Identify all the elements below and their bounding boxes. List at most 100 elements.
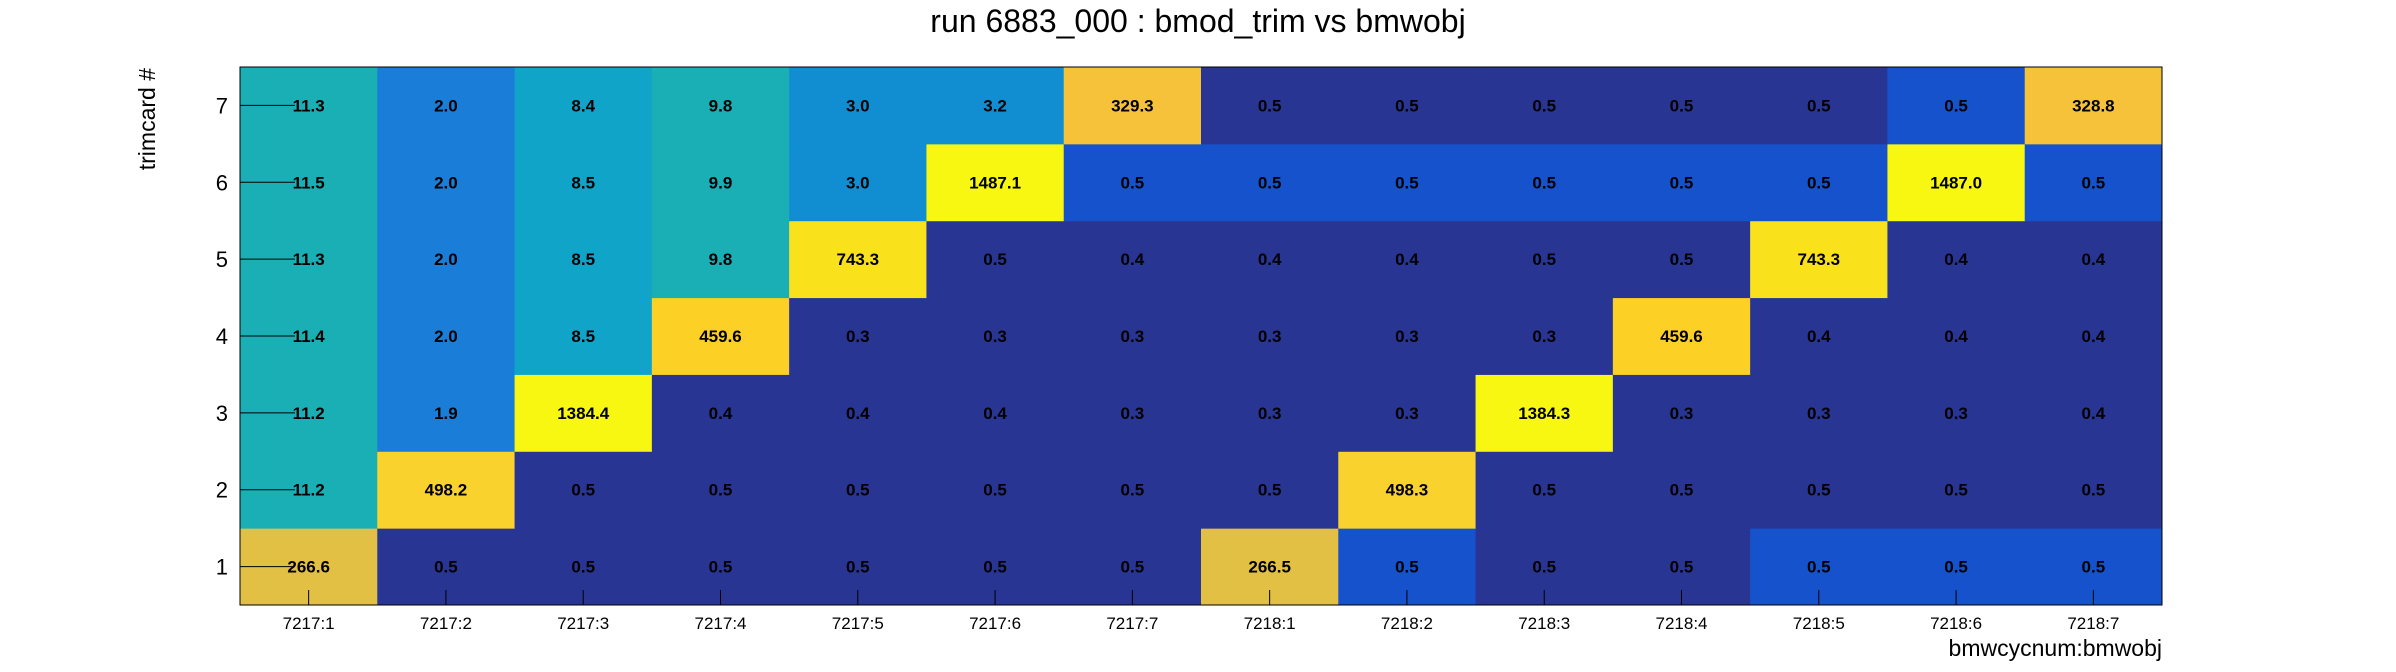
heatmap-cell: [514, 374, 653, 452]
x-tick-label: 7217:5: [832, 614, 884, 633]
cell-value-label: 459.6: [1660, 327, 1703, 346]
heatmap-cell: [377, 143, 516, 222]
cell-value-label: 0.4: [846, 404, 870, 423]
heatmap-cell: [1475, 297, 1614, 375]
cell-value-label: 0.5: [1944, 558, 1968, 577]
cell-value-label: 0.4: [1258, 250, 1282, 269]
heatmap-cell: [651, 143, 790, 222]
cell-value-label: 0.3: [1121, 404, 1145, 423]
heatmap-cell: [926, 220, 1065, 299]
cell-value-label: 0.3: [1121, 327, 1145, 346]
heatmap-cell: [1475, 67, 1614, 145]
heatmap-cell: [1063, 67, 1202, 145]
cell-value-label: 0.4: [1944, 250, 1968, 269]
heatmap-cell: [651, 374, 790, 452]
x-tick-label: 7217:3: [557, 614, 609, 633]
y-tick-label: 5: [216, 247, 228, 272]
cell-value-label: 266.5: [1248, 558, 1291, 577]
heatmap-cell: [2024, 143, 2163, 222]
heatmap-cell: [1750, 67, 1888, 145]
heatmap-cell: [1063, 143, 1202, 222]
heatmap-cell: [2024, 451, 2163, 529]
cell-value-label: 0.4: [709, 404, 733, 423]
cell-value-label: 0.5: [434, 558, 458, 577]
heatmap-cell: [1063, 297, 1202, 375]
heatmap-cell: [789, 297, 927, 375]
heatmap-cell: [1063, 220, 1202, 299]
heatmap-cell: [1750, 451, 1888, 529]
heatmap-cell: [2024, 67, 2163, 145]
heatmap-cell: [926, 143, 1065, 222]
heatmap-cell: [2024, 297, 2163, 375]
heatmap-cell: [377, 451, 516, 529]
cell-value-label: 0.3: [983, 327, 1007, 346]
cell-value-label: 0.5: [1807, 173, 1831, 192]
heatmap-cell: [1338, 451, 1477, 529]
heatmap-cell: [514, 67, 653, 145]
heatmap-cell: [1887, 143, 2026, 222]
x-tick-label: 7218:6: [1930, 614, 1982, 633]
cell-value-label: 0.3: [1395, 404, 1419, 423]
x-axis-title: bmwcycnum:bmwobj: [1949, 635, 2162, 661]
cell-value-label: 0.4: [2082, 250, 2106, 269]
heatmap-cell: [1887, 451, 2026, 529]
cell-value-label: 0.4: [1395, 250, 1419, 269]
heatmap-cell: [1201, 67, 1339, 145]
cell-value-label: 0.4: [2082, 327, 2106, 346]
heatmap-cell: [514, 143, 653, 222]
cell-value-label: 0.5: [709, 558, 733, 577]
cell-value-label: 0.5: [2082, 173, 2106, 192]
cell-value-label: 0.5: [1258, 481, 1282, 500]
cell-value-label: 0.5: [1807, 96, 1831, 115]
cell-value-label: 0.3: [1807, 404, 1831, 423]
heatmap-cell: [1338, 67, 1477, 145]
cell-value-label: 0.3: [1944, 404, 1968, 423]
heatmap-cell: [926, 374, 1065, 452]
heatmap-cell: [789, 374, 927, 452]
heatmap-cell: [1201, 297, 1339, 375]
cell-value-label: 0.5: [1532, 481, 1556, 500]
heatmap-cell: [1887, 374, 2026, 452]
cell-value-label: 8.5: [571, 173, 595, 192]
chart-axes: 1 2 3 4 5 6 7 7217:1 7217:2 7217:3 7217:4 7217:5 721…: [216, 66, 2163, 633]
cell-value-label: 2.0: [434, 173, 458, 192]
cell-value-label: 11.5: [293, 173, 325, 192]
heatmap-cell: [1201, 374, 1339, 452]
x-tick-label: 7217:4: [695, 614, 747, 633]
x-tick-label: 7218:4: [1656, 614, 1708, 633]
cell-value-label: 11.3: [293, 96, 325, 115]
heatmap-cell: [789, 143, 927, 222]
x-tick-label: 7217:6: [969, 614, 1021, 633]
cell-value-label: 0.3: [1532, 327, 1556, 346]
cell-value-label: 0.5: [1670, 173, 1694, 192]
cell-value-label: 0.4: [1807, 327, 1831, 346]
cell-value-label: 0.5: [846, 481, 870, 500]
heatmap-cell: [789, 67, 927, 145]
cell-value-label: 743.3: [837, 250, 880, 269]
heatmap-cell: [377, 220, 516, 299]
y-tick-label: 2: [216, 478, 228, 503]
cell-value-label: 498.3: [1386, 481, 1429, 500]
heatmap-cell: [1475, 143, 1614, 222]
heatmap-cell: [789, 451, 927, 529]
heatmap-cell: [1887, 220, 2026, 299]
cell-value-label: 2.0: [434, 96, 458, 115]
cell-value-label: 1384.4: [557, 404, 610, 423]
cell-value-label: 0.5: [1121, 481, 1145, 500]
cell-value-label: 11.3: [293, 250, 325, 269]
cell-value-label: 11.4: [293, 327, 326, 346]
heatmap-cell: [651, 297, 790, 375]
heatmap-cell: [1612, 374, 1751, 452]
cell-value-label: 1.9: [434, 404, 458, 423]
heatmap-cell: [651, 451, 790, 529]
cell-value-label: 0.5: [1944, 481, 1968, 500]
heatmap-cell: [1887, 297, 2026, 375]
heatmap-cell: [1475, 451, 1614, 529]
y-tick-label: 3: [216, 401, 228, 426]
cell-value-label: 0.5: [1121, 173, 1145, 192]
cell-value-label: 0.5: [1807, 481, 1831, 500]
heatmap-cell: [1612, 451, 1751, 529]
y-tick-label: 4: [216, 324, 228, 349]
cell-value-label: 0.3: [846, 327, 870, 346]
heatmap-cell: [514, 220, 653, 299]
